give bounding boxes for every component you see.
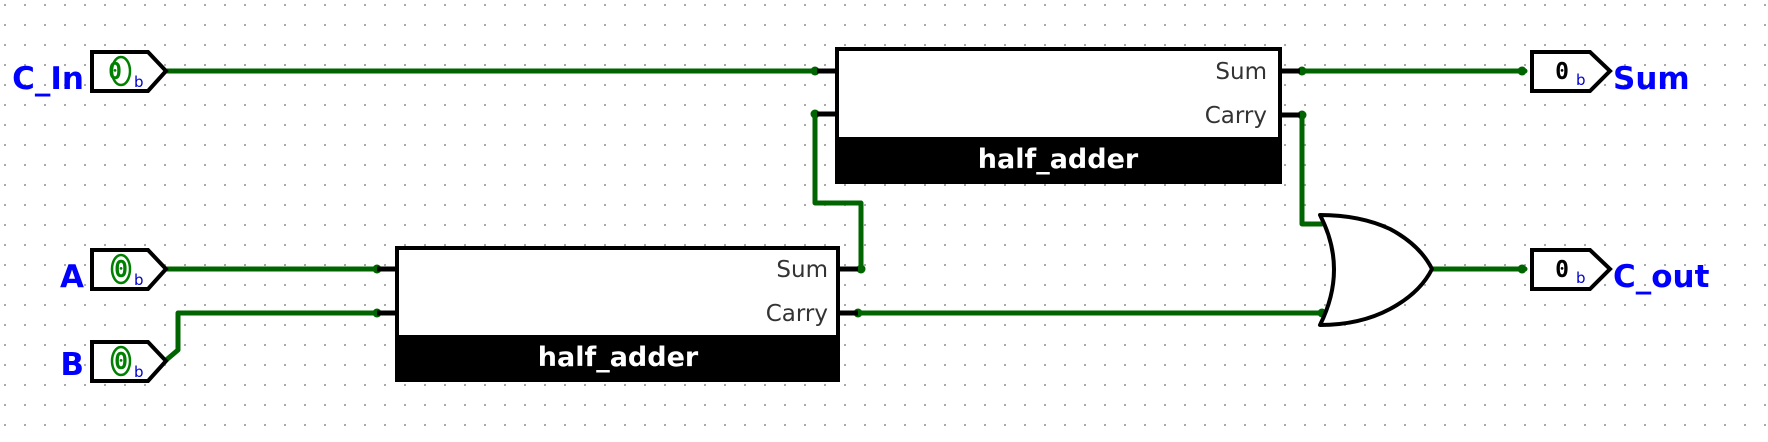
output-pin-c-out[interactable]: 0 b C_out <box>1530 248 1710 295</box>
half-adder-name-bar <box>837 137 1280 182</box>
output-pin-body <box>1530 248 1613 291</box>
junction-dot <box>1517 66 1527 76</box>
output-radix: b <box>1576 71 1586 89</box>
output-pin-sum[interactable]: 0 b Sum <box>1530 50 1690 97</box>
input-label-a: A <box>60 259 84 295</box>
input-label-b: B <box>60 347 84 383</box>
half-adder-name: half_adder <box>978 144 1139 175</box>
port-label-sum: Sum <box>1215 59 1267 85</box>
input-radix: b <box>134 363 144 381</box>
input-value-ring <box>110 345 132 377</box>
input-value-ring <box>110 55 132 87</box>
wire-ha2-carry-to-or <box>1299 112 1325 227</box>
output-label-c-out: C_out <box>1613 259 1710 295</box>
junction-dot <box>856 264 866 274</box>
half-adder-name-bar <box>397 335 838 380</box>
port-label-carry: Carry <box>766 301 828 327</box>
input-radix: b <box>134 73 144 91</box>
input-value: 0 <box>114 257 128 283</box>
junction-dot <box>1517 264 1527 274</box>
input-pin-c-in[interactable]: C_In 0 b <box>12 50 169 97</box>
output-value: 0 <box>1555 257 1569 283</box>
half-adder-2[interactable]: Sum Carry half_adder <box>817 47 1300 184</box>
output-label-sum: Sum <box>1613 61 1690 97</box>
output-value: 0 <box>1555 59 1569 85</box>
input-value-ring <box>110 253 132 285</box>
port-label-sum: Sum <box>776 257 828 283</box>
input-pin-b[interactable]: B 0 b <box>60 340 169 383</box>
output-pin-body <box>1530 50 1613 93</box>
half-adder-1[interactable]: Sum Carry half_adder <box>377 246 858 382</box>
or-gate[interactable] <box>1318 213 1434 327</box>
input-value: 0 <box>114 349 128 375</box>
input-pin-a[interactable]: A 0 b <box>60 248 169 295</box>
half-adder-name: half_adder <box>538 342 699 373</box>
or-gate-body <box>1318 213 1434 327</box>
port-label-carry: Carry <box>1205 103 1267 129</box>
input-radix: b <box>134 271 144 289</box>
wire-b <box>162 310 380 364</box>
output-radix: b <box>1576 269 1586 287</box>
input-label-c-in: C_In <box>12 61 84 97</box>
